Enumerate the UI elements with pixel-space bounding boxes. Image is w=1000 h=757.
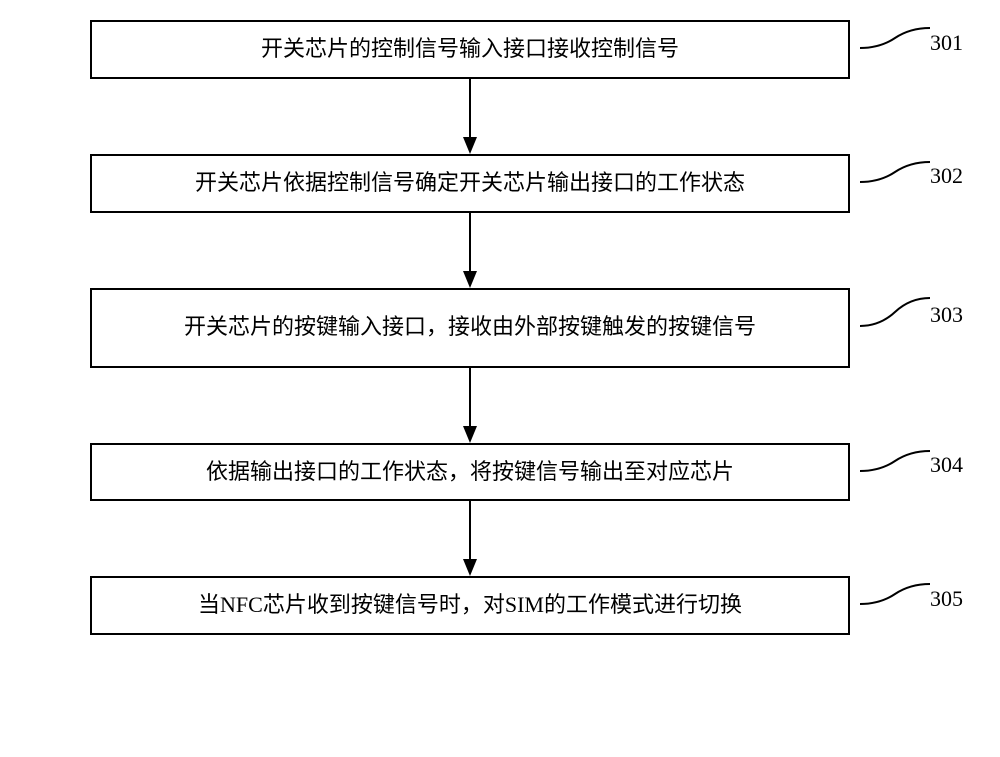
step-container-303: 开关芯片的按键输入接口，接收由外部按键触发的按键信号 303 [30,288,970,368]
arrow-302-303 [460,213,480,288]
connector-301 [860,20,930,65]
step-text-304: 依据输出接口的工作状态，将按键信号输出至对应芯片 [206,457,734,488]
arrow-303-304 [460,368,480,443]
arrow-301-302 [460,79,480,154]
step-text-303: 开关芯片的按键输入接口，接收由外部按键触发的按键信号 [184,312,756,343]
step-box-302: 开关芯片依据控制信号确定开关芯片输出接口的工作状态 [90,154,850,213]
step-box-304: 依据输出接口的工作状态，将按键信号输出至对应芯片 [90,443,850,502]
flowchart-container: 开关芯片的控制信号输入接口接收控制信号 301 开关芯片依据控制信号确定开关芯片… [30,20,970,635]
connector-304 [860,443,930,488]
connector-305 [860,576,930,621]
connector-303 [860,288,930,343]
step-box-303: 开关芯片的按键输入接口，接收由外部按键触发的按键信号 [90,288,850,368]
connector-302 [860,154,930,199]
step-label-303: 303 [930,302,963,328]
label-wrap-305: 305 [860,576,963,621]
step-label-304: 304 [930,452,963,478]
step-box-305: 当NFC芯片收到按键信号时，对SIM的工作模式进行切换 [90,576,850,635]
step-container-301: 开关芯片的控制信号输入接口接收控制信号 301 [30,20,970,79]
step-box-301: 开关芯片的控制信号输入接口接收控制信号 [90,20,850,79]
step-label-301: 301 [930,30,963,56]
step-label-305: 305 [930,586,963,612]
step-text-301: 开关芯片的控制信号输入接口接收控制信号 [261,34,679,65]
step-text-305: 当NFC芯片收到按键信号时，对SIM的工作模式进行切换 [198,590,742,621]
step-container-304: 依据输出接口的工作状态，将按键信号输出至对应芯片 304 [30,443,970,502]
label-wrap-304: 304 [860,443,963,488]
arrow-304-305 [460,501,480,576]
label-wrap-302: 302 [860,154,963,199]
step-text-302: 开关芯片依据控制信号确定开关芯片输出接口的工作状态 [195,168,745,199]
step-container-305: 当NFC芯片收到按键信号时，对SIM的工作模式进行切换 305 [30,576,970,635]
label-wrap-303: 303 [860,288,963,343]
step-container-302: 开关芯片依据控制信号确定开关芯片输出接口的工作状态 302 [30,154,970,213]
label-wrap-301: 301 [860,20,963,65]
step-label-302: 302 [930,163,963,189]
